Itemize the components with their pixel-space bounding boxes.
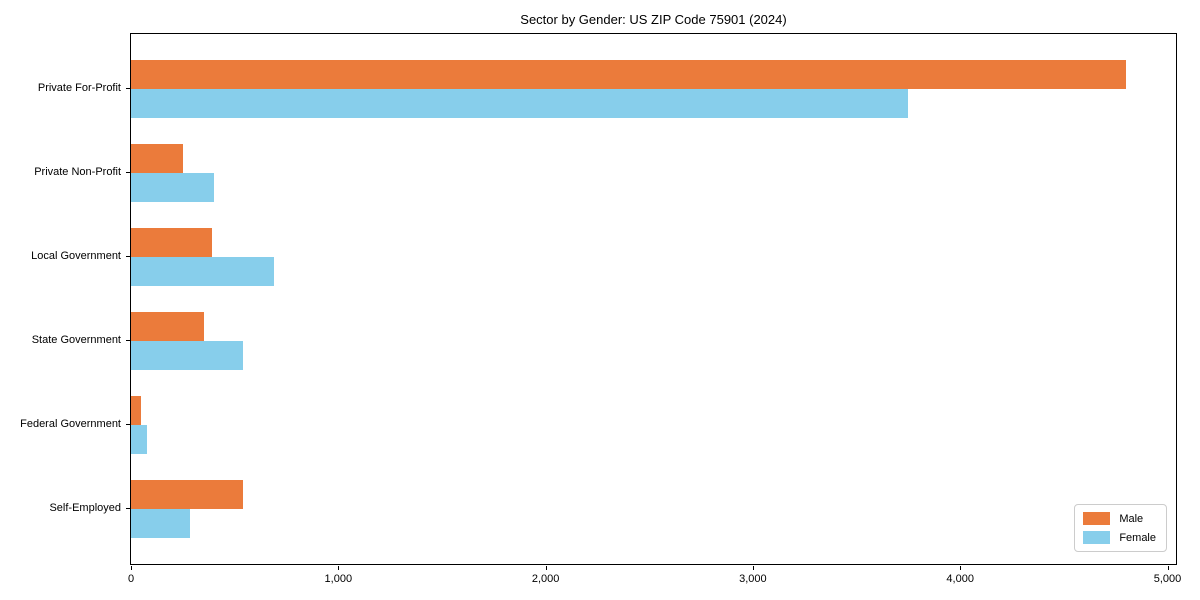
y-tick-mark (126, 88, 130, 89)
x-tick-label: 5,000 (1153, 573, 1182, 585)
y-tick-mark (126, 256, 130, 258)
legend-swatch-female (1083, 531, 1111, 544)
x-tick-label: 0 (127, 573, 135, 585)
y-category-label: Private For-Profit (37, 81, 121, 94)
y-category-label: State Government (31, 333, 121, 346)
legend-label-female: Female (1119, 531, 1156, 544)
bar-female-5 (131, 508, 191, 538)
bar-male-1 (131, 143, 183, 173)
y-category-label: Private Non-Profit (34, 165, 121, 178)
x-tick-label: 3,000 (739, 573, 767, 585)
x-tick-label: 2,000 (531, 573, 560, 585)
x-tick-mark (545, 566, 547, 570)
y-category-label: Federal Government (20, 417, 121, 430)
x-tick-label: 1,000 (324, 573, 353, 585)
bar-female-4 (131, 424, 147, 454)
bar-female-0 (131, 88, 909, 118)
x-tick-label: 4,000 (946, 573, 974, 585)
legend: Male Female (1074, 504, 1167, 552)
bar-female-2 (131, 256, 275, 286)
legend-swatch-male (1083, 512, 1111, 525)
legend-row-male: Male (1083, 512, 1156, 525)
legend-row-female: Female (1083, 531, 1156, 544)
y-tick-mark (126, 508, 130, 510)
chart-title: Sector by Gender: US ZIP Code 75901 (202… (520, 12, 787, 27)
legend-label-male: Male (1119, 512, 1144, 525)
y-category-label: Self-Employed (49, 501, 121, 514)
y-tick-mark (126, 340, 130, 342)
bar-male-4 (131, 395, 142, 425)
y-tick-mark (126, 424, 130, 426)
y-tick-mark (126, 172, 130, 174)
bar-male-2 (131, 227, 212, 257)
x-tick-mark (960, 566, 962, 570)
bar-male-0 (131, 59, 1127, 89)
x-tick-mark (131, 566, 132, 570)
x-tick-mark (752, 566, 754, 570)
y-category-label: Local Government (31, 249, 121, 262)
x-tick-mark (338, 566, 340, 570)
plot-area: 0 1,000 2,000 3,000 4,000 5,000 Male Female (126, 33, 1181, 585)
x-tick-mark (1167, 566, 1169, 570)
bar-male-5 (131, 479, 243, 509)
bar-male-3 (131, 311, 204, 341)
bar-female-3 (131, 340, 243, 370)
bar-female-1 (131, 172, 214, 202)
